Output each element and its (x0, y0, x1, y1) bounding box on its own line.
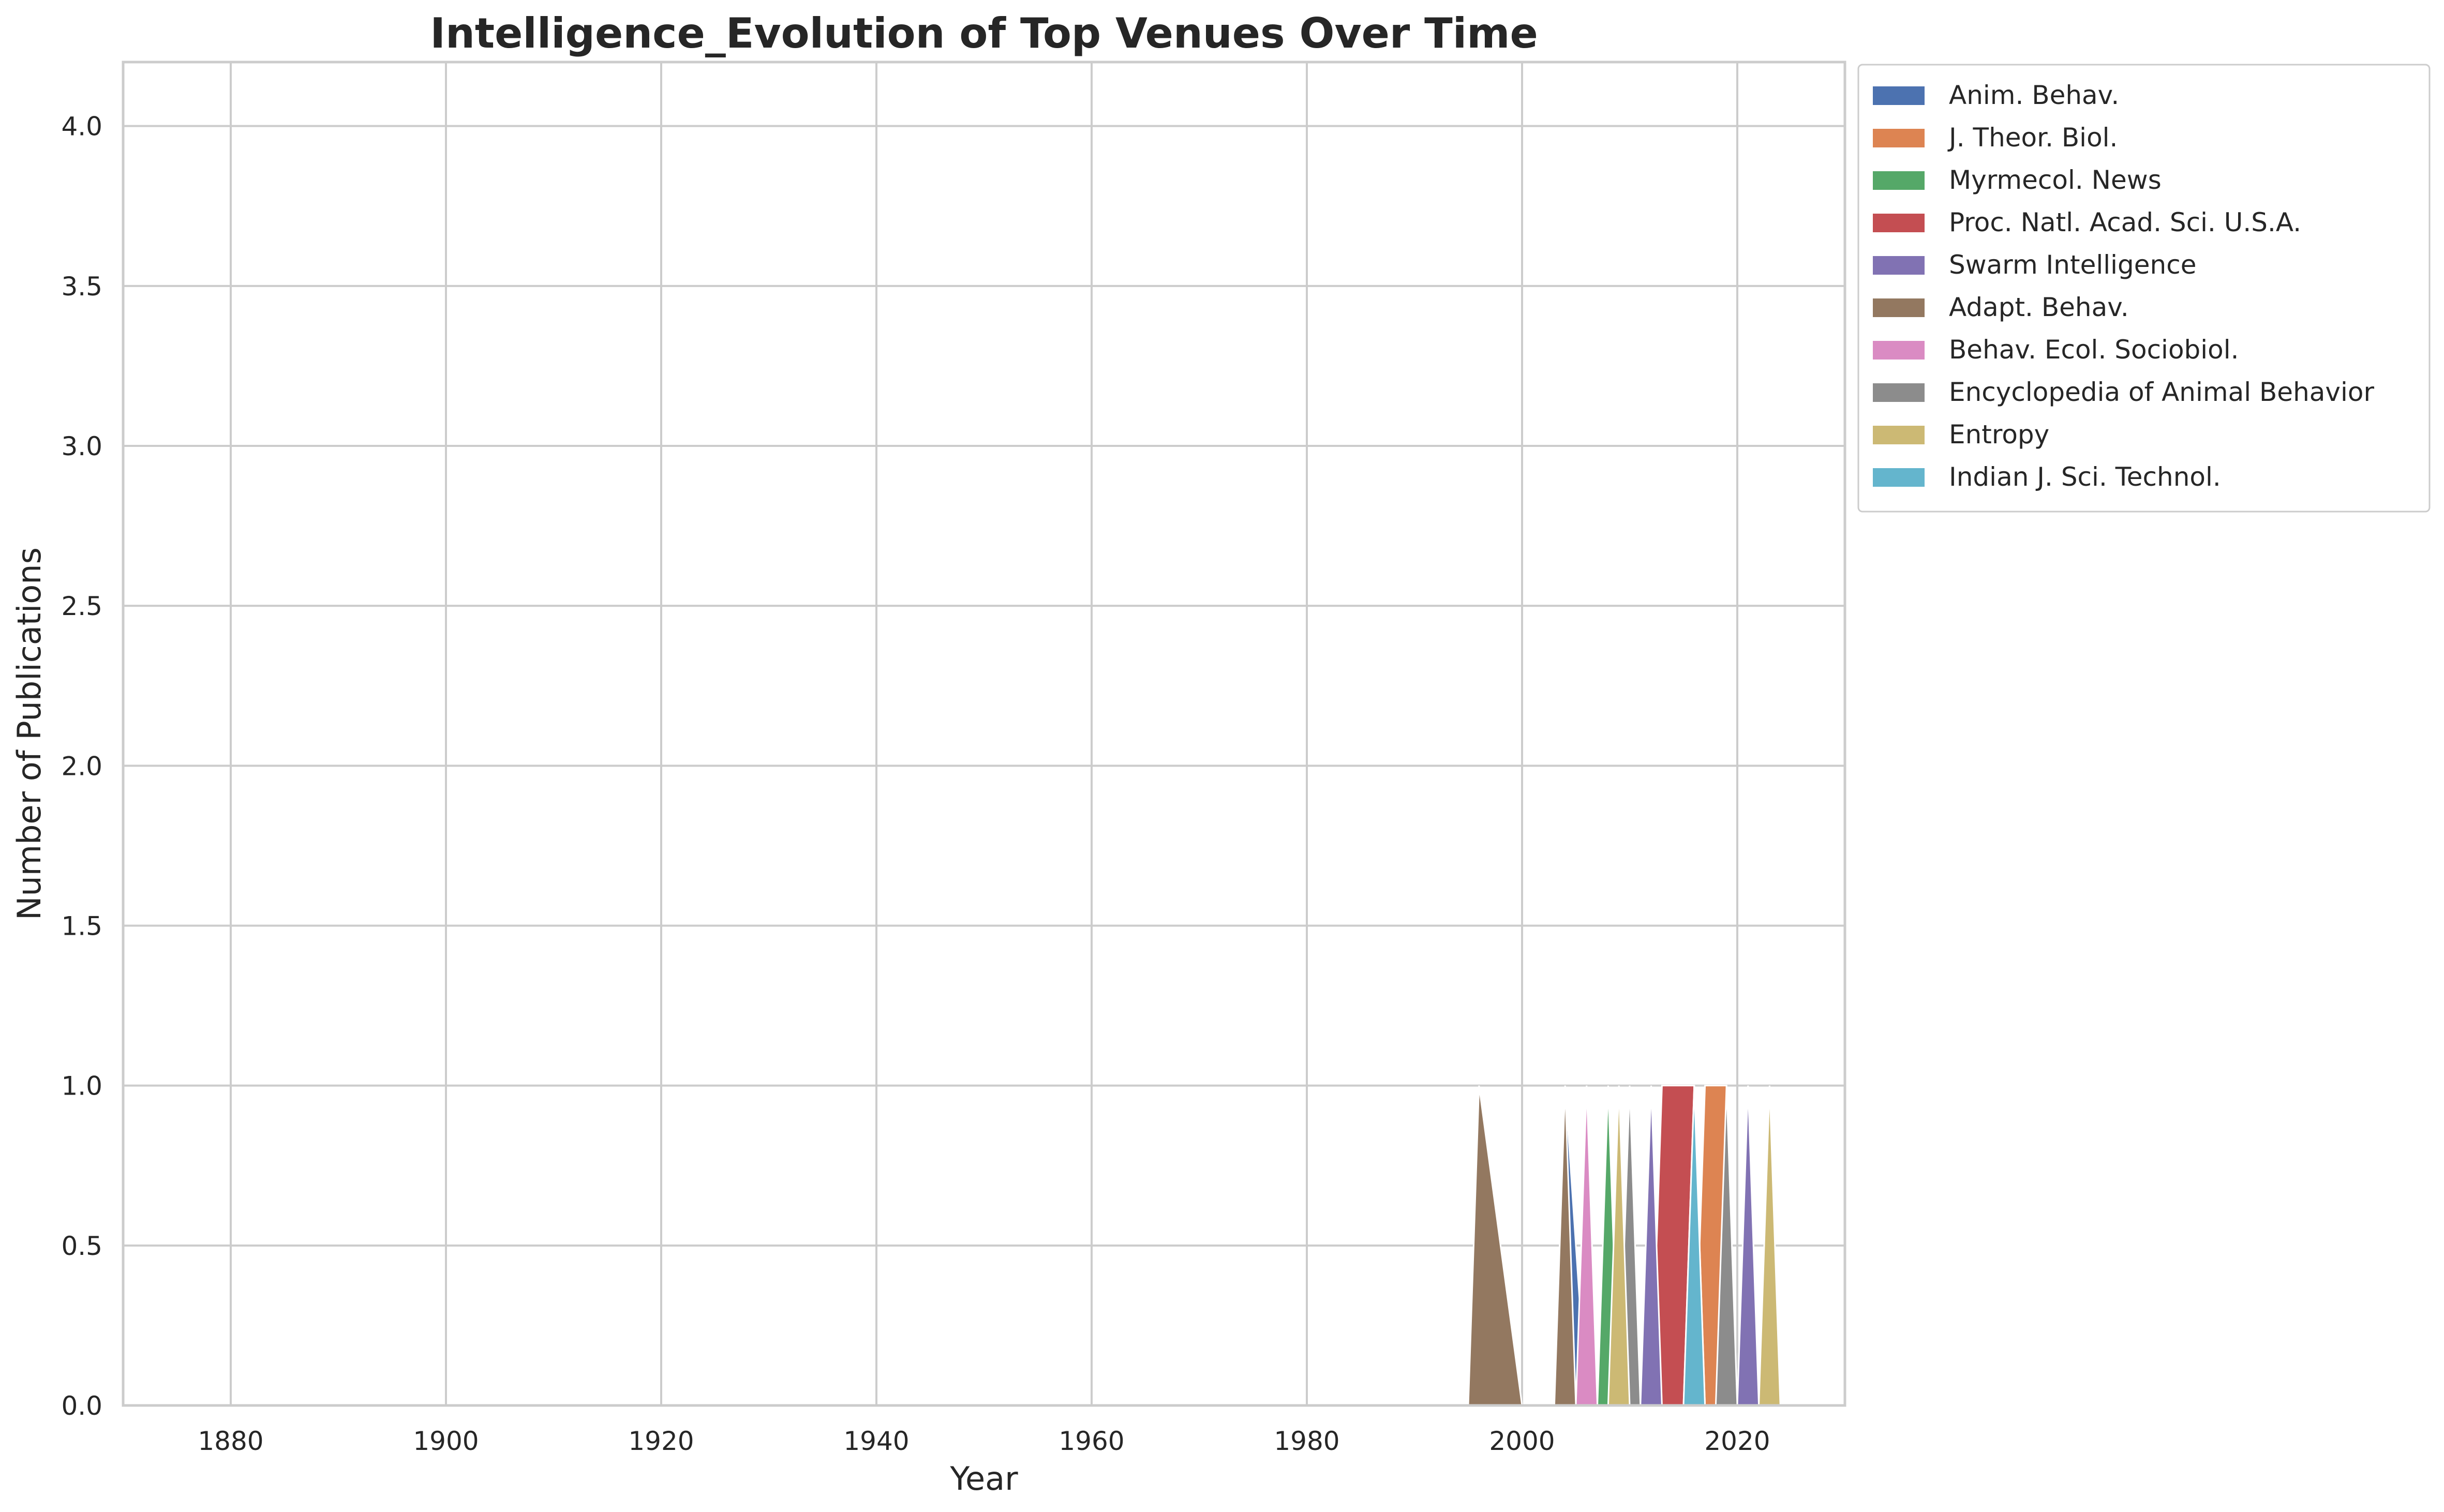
legend-label: Proc. Natl. Acad. Sci. U.S.A. (1949, 207, 2301, 237)
legend-label: Swarm Intelligence (1949, 250, 2196, 280)
legend-label: Encyclopedia of Animal Behavior (1949, 377, 2374, 407)
y-tick-label: 2.0 (61, 751, 102, 781)
legend-swatch (1873, 214, 1925, 232)
legend-swatch (1873, 298, 1925, 317)
y-tick-label: 1.5 (61, 911, 102, 941)
legend-label: J. Theor. Biol. (1947, 123, 2118, 153)
legend-label: Behav. Ecol. Sociobiol. (1949, 335, 2239, 365)
legend-label: Myrmecol. News (1949, 165, 2162, 195)
y-tick-label: 3.5 (61, 272, 102, 302)
y-tick-label: 3.0 (61, 431, 102, 461)
x-tick-label: 1940 (843, 1426, 909, 1456)
y-tick-label: 4.0 (61, 112, 102, 142)
y-tick-label: 2.5 (61, 591, 102, 621)
legend-item: Encyclopedia of Animal Behavior (1873, 377, 2374, 407)
legend-box (1857, 64, 2431, 513)
y-axis-label: Number of Publications (10, 547, 48, 920)
legend: Anim. Behav. J. Theor. Biol. Myrmecol. New… (1857, 64, 2431, 513)
legend-item: Anim. Behav. (1873, 80, 2119, 110)
legend-swatch (1873, 426, 1925, 444)
x-tick-label: 2020 (1704, 1426, 1770, 1456)
x-tick-label: 1900 (413, 1426, 479, 1456)
legend-item: Swarm Intelligence (1873, 250, 2196, 280)
y-tick-label: 1.0 (61, 1071, 102, 1101)
legend-swatch (1873, 256, 1925, 275)
x-tick-label: 1920 (628, 1426, 694, 1456)
legend-label: Anim. Behav. (1949, 80, 2119, 110)
legend-label: Entropy (1949, 420, 2049, 450)
plot-frame (122, 61, 1846, 1407)
x-tick-label: 2000 (1489, 1426, 1555, 1456)
legend-item: Adapt. Behav. (1873, 292, 2129, 322)
legend-swatch (1873, 86, 1925, 105)
legend-item: Behav. Ecol. Sociobiol. (1873, 335, 2239, 365)
chart-title: Intelligence_Evolution of Top Venues Ove… (430, 9, 1538, 57)
legend-item: Entropy (1873, 420, 2049, 450)
legend-item: Indian J. Sci. Technol. (1873, 462, 2221, 492)
legend-swatch (1873, 468, 1925, 487)
x-tick-label: 1980 (1274, 1426, 1339, 1456)
plot-areas (1467, 1085, 1781, 1406)
legend-item: Myrmecol. News (1873, 165, 2162, 195)
legend-item: J. Theor. Biol. (1873, 123, 2118, 153)
tick-labels: 1880 1900 1920 1940 1960 1980 2000 2020 0.0 0.5 1.… (61, 112, 1770, 1456)
x-tick-label: 1960 (1059, 1426, 1124, 1456)
legend-swatch (1873, 171, 1925, 190)
y-tick-label: 0.0 (61, 1391, 102, 1421)
legend-swatch (1873, 341, 1925, 360)
x-tick-label: 1880 (198, 1426, 263, 1456)
legend-swatch (1873, 383, 1925, 402)
legend-item: Proc. Natl. Acad. Sci. U.S.A. (1873, 207, 2301, 237)
legend-swatch (1873, 129, 1925, 147)
legend-label: Adapt. Behav. (1949, 292, 2129, 322)
y-tick-label: 0.5 (61, 1231, 102, 1261)
x-axis-label: Year (949, 1460, 1018, 1498)
legend-label: Indian J. Sci. Technol. (1949, 462, 2221, 492)
